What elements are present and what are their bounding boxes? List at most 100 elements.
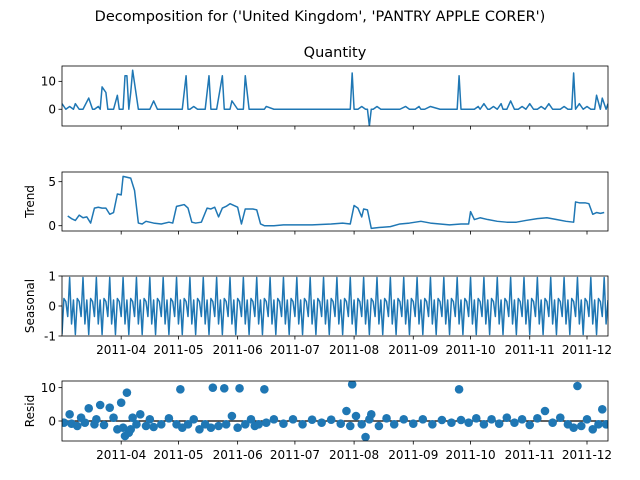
resid-point [464, 418, 473, 427]
resid-point [92, 415, 101, 424]
resid-point [597, 405, 607, 414]
axes-frame-seasonal [61, 275, 609, 337]
resid-point [141, 421, 151, 431]
panel-resid: Resid 0 10 2011-04 2011-05 2011-06 2011-07 2011… [23, 380, 612, 462]
resid-point [116, 398, 126, 407]
resid-point [288, 415, 298, 424]
resid-point [345, 421, 355, 431]
resid-point [447, 418, 456, 427]
axes-frame-observed [61, 65, 609, 127]
resid-point [261, 418, 271, 427]
xtick-label-seasonal: 2011-08 [329, 343, 379, 357]
resid-point [418, 415, 428, 424]
resid-point [374, 421, 384, 431]
ytick-label-resid: 10 [41, 381, 56, 395]
resid-point [298, 420, 307, 429]
resid-point [206, 423, 216, 432]
plot-area-observed [62, 69, 608, 126]
resid-point [219, 384, 229, 393]
panel-trend: Trend 0 5 [23, 171, 609, 235]
xtick-label-seasonal: 2011-06 [213, 343, 263, 357]
resid-point [336, 419, 346, 428]
resid-point [233, 423, 242, 432]
resid-point [540, 406, 550, 416]
resid-point [361, 432, 370, 441]
resid-point [525, 420, 535, 430]
resid-point [105, 403, 115, 412]
xtick-label-resid: 2011-10 [445, 448, 495, 462]
panel-title-observed: Quantity [304, 45, 367, 61]
xtick-label-resid: 2011-12 [562, 448, 612, 462]
resid-point [221, 420, 231, 429]
resid-point [240, 420, 250, 429]
xtick-label-resid: 2011-11 [505, 448, 555, 462]
resid-point [347, 381, 357, 389]
axes-frame-resid [61, 380, 609, 442]
ytick-label-observed: 10 [41, 75, 56, 89]
resid-point [189, 415, 199, 424]
ytick-label-trend: 5 [48, 175, 56, 189]
resid-point [471, 414, 481, 423]
resid-point [183, 420, 193, 429]
resid-point [569, 423, 578, 432]
xtick-label-resid: 2011-04 [96, 448, 146, 462]
figure-suptitle: Decomposition for ('United Kingdom', 'PA… [95, 9, 546, 25]
resid-point [307, 415, 317, 424]
resid-point [502, 413, 512, 422]
resid-point [594, 420, 603, 429]
resid-point [269, 415, 279, 424]
resid-point [246, 415, 256, 424]
resid-point [149, 422, 158, 432]
resid-point [517, 415, 527, 424]
ytick-label-resid: 0 [48, 414, 56, 428]
xtick-label-seasonal: 2011-07 [270, 343, 320, 357]
resid-point [601, 420, 608, 429]
resid-point [357, 420, 367, 429]
ylabel-resid: Resid [23, 395, 37, 427]
resid-point [95, 400, 105, 410]
resid-point [399, 415, 409, 424]
resid-point [128, 413, 137, 422]
resid-point [487, 415, 496, 424]
resid-point [235, 384, 244, 393]
resid-point [428, 420, 437, 429]
ylabel-trend: Trend [23, 185, 37, 219]
plot-area-trend [67, 175, 605, 230]
plot-area-resid [62, 381, 608, 441]
series-line-seasonal [62, 276, 608, 336]
resid-point [99, 420, 109, 430]
resid-point [437, 415, 447, 425]
xtick-label-resid: 2011-06 [213, 448, 263, 462]
xtick-label-seasonal: 2011-10 [445, 343, 495, 357]
xtick-label-resid: 2011-07 [270, 448, 320, 462]
resid-point [576, 421, 586, 431]
ytick-label-observed: 0 [48, 103, 56, 117]
resid-point [555, 413, 565, 422]
resid-point [510, 418, 519, 427]
ylabel-seasonal: Seasonal [23, 279, 37, 333]
xtick-label-resid: 2011-09 [388, 448, 438, 462]
resid-point [479, 420, 489, 429]
resid-point [533, 414, 542, 423]
resid-point [145, 415, 155, 424]
resid-point [454, 385, 464, 394]
xtick-label-seasonal: 2011-09 [388, 343, 438, 357]
resid-point [164, 414, 174, 423]
resid-point [582, 415, 592, 424]
resid-point [84, 404, 94, 413]
resid-point [456, 415, 466, 425]
ytick-label-seasonal: 1 [48, 269, 56, 283]
resid-point [366, 410, 376, 419]
ytick-label-trend: 0 [48, 219, 56, 233]
resid-point [118, 423, 128, 432]
resid-point [351, 411, 361, 421]
resid-point [126, 425, 136, 434]
series-line-observed [62, 69, 608, 126]
ytick-label-seasonal: -1 [44, 329, 56, 343]
resid-point [389, 420, 399, 429]
resid-point [317, 418, 326, 427]
plot-area-seasonal [62, 276, 608, 336]
resid-point [408, 419, 418, 428]
resid-point [208, 383, 218, 392]
